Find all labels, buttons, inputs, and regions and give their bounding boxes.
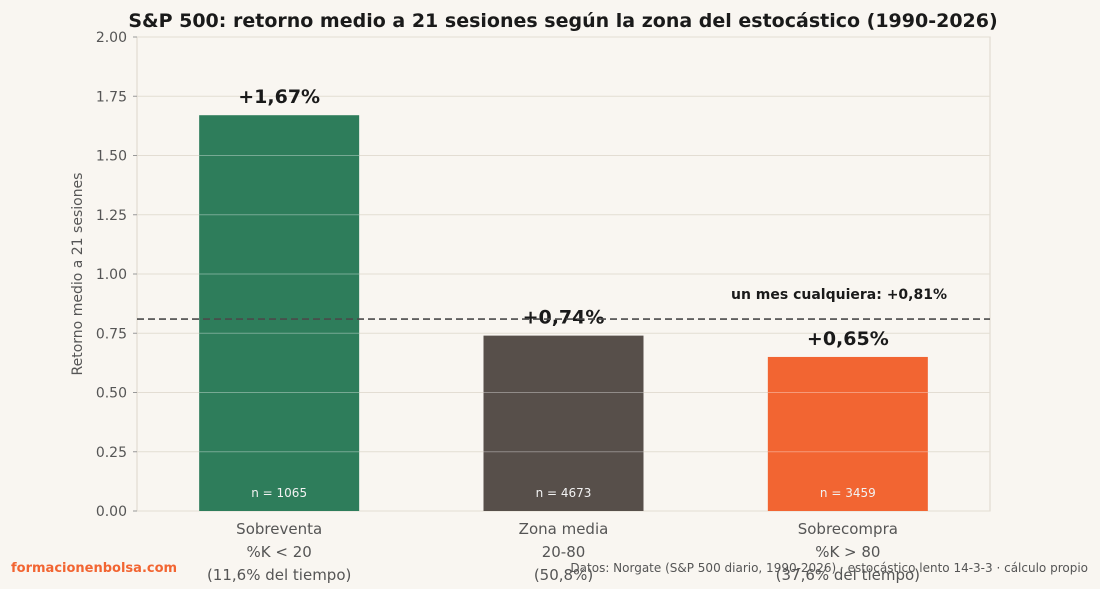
y-tick-label: 0.25 xyxy=(96,445,127,461)
x-category-label-line: Zona media xyxy=(519,520,609,538)
x-category-label: Zona media 20-80 (50,8%) xyxy=(519,520,609,584)
y-tick-label: 0.75 xyxy=(96,326,127,342)
bar xyxy=(199,115,360,512)
reference-line-group: un mes cualquiera: +0,81% xyxy=(137,287,990,320)
y-tick-label: 1.00 xyxy=(96,267,127,283)
y-axis-label: Retorno medio a 21 sesiones xyxy=(70,173,86,376)
x-category-label-line: %K < 20 xyxy=(247,543,312,561)
data-label: +0,74% xyxy=(523,307,605,329)
brand-label: formacionenbolsa.com xyxy=(11,561,177,576)
sample-size-label: n = 3459 xyxy=(820,486,876,500)
x-category-label-line: 20-80 xyxy=(542,543,586,561)
x-category-label-line: (50,8%) xyxy=(534,566,593,584)
reference-line-label: un mes cualquiera: +0,81% xyxy=(731,287,947,303)
bar xyxy=(483,335,644,511)
x-category-label-line: Sobrecompra xyxy=(798,520,898,538)
x-category-label-line: (37,6% del tiempo) xyxy=(776,566,920,584)
sample-size-label: n = 1065 xyxy=(251,486,307,500)
data-label: +1,67% xyxy=(238,86,320,108)
y-tick-label: 1.75 xyxy=(96,89,127,105)
y-ticks: 0.00 0.25 0.50 0.75 1.00 1.25 1.50 1.75 2.00 xyxy=(96,30,137,520)
sample-size-label: n = 4673 xyxy=(536,486,592,500)
chart-title: S&P 500: retorno medio a 21 sesiones seg… xyxy=(128,10,997,32)
bars: +1,67% n = 1065 +0,74% n = 4673 +0,65% n = 34… xyxy=(199,86,928,512)
y-tick-label: 0.00 xyxy=(96,504,127,520)
data-label: +0,65% xyxy=(807,328,889,350)
x-category-label-line: (11,6% del tiempo) xyxy=(207,566,351,584)
bar xyxy=(767,356,928,511)
y-tick-label: 2.00 xyxy=(96,30,127,46)
y-tick-label: 1.50 xyxy=(96,149,127,165)
source-label: Datos: Norgate (S&P 500 diario, 1990-202… xyxy=(570,561,1088,575)
y-tick-label: 1.25 xyxy=(96,208,127,224)
x-category-label-line: Sobreventa xyxy=(236,520,322,538)
x-category-label: Sobreventa %K < 20 (11,6% del tiempo) xyxy=(207,520,351,584)
y-tick-label: 0.50 xyxy=(96,386,127,402)
x-category-label: Sobrecompra %K > 80 (37,6% del tiempo) xyxy=(776,520,920,584)
x-category-label-line: %K > 80 xyxy=(815,543,880,561)
x-categories: Sobreventa %K < 20 (11,6% del tiempo) Zona … xyxy=(207,520,920,584)
